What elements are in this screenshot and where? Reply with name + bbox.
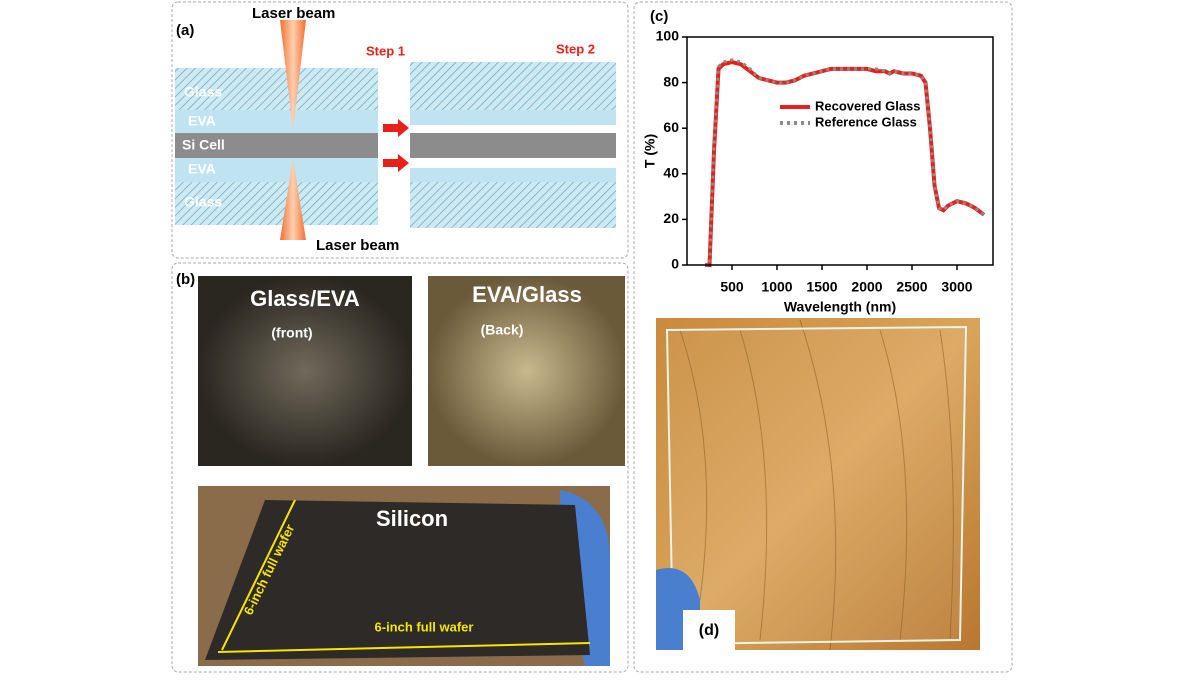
y-tick-label: 40: [663, 165, 679, 181]
x-tick-label: 2000: [851, 279, 882, 295]
series-line: [705, 58, 985, 267]
layer-label: EVA: [188, 161, 216, 177]
photo-title: Glass/EVA: [250, 286, 360, 311]
legend-label: Reference Glass: [815, 114, 917, 129]
laser-label: Laser beam: [252, 5, 335, 22]
photo-title: EVA/Glass: [472, 282, 582, 307]
y-tick-label: 80: [663, 73, 679, 89]
panel-d-photo: [656, 318, 980, 651]
y-tick-label: 0: [671, 256, 679, 272]
x-tick-label: 1000: [761, 279, 792, 295]
y-tick-label: 20: [663, 210, 679, 226]
x-tick-label: 2500: [896, 279, 927, 295]
y-axis-label: T (%): [642, 134, 658, 168]
layer-label: Si Cell: [182, 137, 225, 153]
x-tick-label: 1500: [806, 279, 837, 295]
panel-label: (a): [176, 22, 194, 39]
chart: 0 20 40 60 80 100 500 1000 1500 2000 2500 3000 Recov…: [656, 28, 994, 295]
panel-label: (b): [176, 271, 195, 288]
y-tick-label: 60: [663, 119, 679, 135]
panel-label: (d): [699, 622, 719, 639]
photo-note: (front): [271, 325, 312, 341]
photo-note: (Back): [481, 322, 524, 338]
photo-title: Silicon: [376, 506, 448, 531]
step-label: Step 2: [556, 41, 595, 56]
dimension-label: 6-inch full wafer: [375, 619, 474, 634]
x-axis-label: Wavelength (nm): [784, 299, 896, 315]
layer-label: Glass: [184, 84, 222, 100]
laser-label: Laser beam: [316, 237, 399, 254]
legend-label: Recovered Glass: [815, 98, 921, 113]
series-line: [705, 60, 986, 267]
panel-borders: [171, 1, 1013, 673]
x-tick-label: 500: [720, 279, 744, 295]
layer-label: EVA: [188, 113, 216, 129]
step-label: Step 1: [366, 43, 405, 58]
plot-frame: [686, 36, 994, 266]
y-tick-label: 100: [656, 28, 680, 44]
panel-a-diagram: [175, 20, 616, 240]
x-tick-label: 3000: [941, 279, 972, 295]
panel-label: (c): [650, 8, 668, 25]
panel-b-photos: [198, 276, 625, 666]
layer-label: Glass: [184, 194, 222, 210]
